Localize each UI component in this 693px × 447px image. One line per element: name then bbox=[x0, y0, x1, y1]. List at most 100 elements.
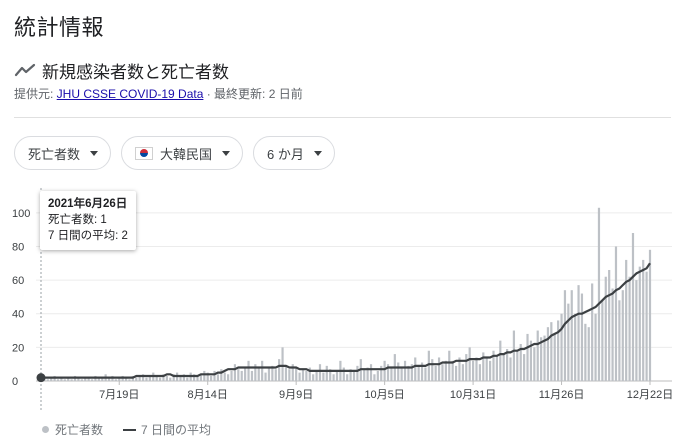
range-dropdown-label: 6 か月 bbox=[267, 146, 304, 162]
y-tick-label: 60 bbox=[12, 275, 24, 287]
deaths-bar bbox=[386, 364, 390, 381]
legend-line-swatch bbox=[123, 428, 137, 431]
deaths-bar bbox=[158, 377, 162, 381]
source-line: 提供元: JHU CSSE COVID-19 Data · 最終更新: 2 日前 bbox=[14, 85, 303, 102]
deaths-bar bbox=[230, 370, 233, 381]
deaths-bar bbox=[162, 374, 165, 381]
deaths-bar bbox=[410, 364, 413, 381]
deaths-bar bbox=[574, 313, 577, 381]
deaths-bar bbox=[46, 379, 49, 381]
deaths-bar bbox=[648, 249, 652, 381]
deaths-bar bbox=[199, 374, 203, 381]
deaths-bar bbox=[584, 323, 587, 381]
deaths-bar bbox=[414, 357, 417, 381]
deaths-bar bbox=[380, 365, 383, 381]
x-tick-label: 10月31日 bbox=[450, 389, 496, 401]
y-tick-label: 0 bbox=[12, 376, 18, 388]
deaths-chart[interactable]: 0 20 40 60 80 100 7月19日 8月14日 9月9日 10月5日 10月31日 11月… bbox=[0, 180, 693, 410]
y-tick-label: 40 bbox=[12, 309, 24, 321]
deaths-bar bbox=[642, 259, 645, 381]
deaths-bar bbox=[468, 347, 471, 381]
deaths-bar bbox=[352, 370, 356, 381]
country-dropdown-label: 大韓民国 bbox=[160, 146, 213, 162]
deaths-bar bbox=[305, 370, 308, 381]
deaths-bar bbox=[67, 377, 70, 381]
deaths-bar bbox=[390, 367, 393, 381]
x-tick-label: 12月22日 bbox=[627, 389, 673, 401]
deaths-bar bbox=[509, 357, 512, 381]
deaths-bar bbox=[223, 372, 226, 381]
deaths-bar bbox=[342, 367, 345, 381]
x-tick-label: 7月19日 bbox=[99, 389, 139, 401]
deaths-bar bbox=[332, 374, 335, 381]
deaths-bar bbox=[148, 375, 151, 381]
source-link[interactable]: JHU CSSE COVID-19 Data bbox=[56, 87, 204, 101]
trend-line-icon bbox=[14, 63, 36, 77]
deaths-bar bbox=[485, 357, 488, 381]
legend-line-label: 7 日間の平均 bbox=[141, 423, 212, 437]
caret-down-icon bbox=[313, 150, 322, 156]
deaths-bar bbox=[400, 367, 403, 381]
deaths-bar bbox=[237, 369, 240, 381]
south-korea-flag-icon bbox=[135, 146, 154, 160]
deaths-bar bbox=[563, 290, 567, 381]
deaths-bar bbox=[186, 377, 189, 381]
deaths-bar bbox=[155, 375, 158, 381]
deaths-bar bbox=[274, 369, 277, 381]
divider bbox=[14, 117, 671, 118]
deaths-bar bbox=[244, 367, 247, 381]
deaths-bar bbox=[471, 360, 475, 381]
deaths-bar bbox=[567, 303, 570, 381]
deaths-bar bbox=[533, 347, 536, 381]
deaths-bar bbox=[376, 370, 379, 381]
deaths-bar bbox=[247, 360, 250, 381]
deaths-bar bbox=[560, 313, 563, 381]
deaths-bar bbox=[165, 375, 168, 381]
y-tick-label: 80 bbox=[12, 241, 24, 253]
deaths-bar bbox=[271, 365, 274, 381]
deaths-bar bbox=[635, 280, 638, 381]
deaths-bar bbox=[611, 288, 614, 381]
deaths-bar bbox=[288, 369, 291, 381]
deaths-bar bbox=[329, 369, 332, 381]
deaths-bar bbox=[203, 370, 206, 381]
deaths-bar bbox=[451, 360, 454, 381]
range-dropdown[interactable]: 6 か月 bbox=[253, 136, 335, 170]
deaths-bar bbox=[169, 377, 172, 381]
deaths-bar bbox=[495, 355, 498, 381]
y-tick-label: 100 bbox=[12, 208, 30, 220]
deaths-bar bbox=[101, 377, 104, 381]
tooltip-date: 2021年6月26日 bbox=[48, 198, 128, 210]
deaths-bar bbox=[250, 370, 254, 381]
deaths-bar bbox=[220, 369, 223, 381]
deaths-bar bbox=[291, 364, 294, 381]
deaths-bar bbox=[295, 367, 298, 381]
metric-dropdown[interactable]: 死亡者数 bbox=[14, 136, 112, 170]
tooltip-average: 7 日間の平均: 2 bbox=[48, 230, 128, 242]
chart-tooltip: 2021年6月26日 死亡者数: 1 7 日間の平均: 2 bbox=[40, 191, 136, 250]
deaths-bar bbox=[315, 370, 318, 381]
deaths-bar bbox=[254, 364, 257, 381]
x-tick-label: 11月26日 bbox=[539, 389, 585, 401]
deaths-bar bbox=[301, 369, 305, 381]
deaths-bar bbox=[427, 350, 430, 381]
deaths-bar bbox=[363, 369, 366, 381]
deaths-bar bbox=[618, 300, 621, 381]
deaths-bar bbox=[80, 379, 83, 381]
deaths-bar bbox=[312, 374, 315, 381]
country-dropdown[interactable]: 大韓民国 bbox=[121, 136, 244, 170]
deaths-bar bbox=[614, 246, 618, 381]
deaths-bar bbox=[60, 377, 63, 381]
deaths-bar bbox=[322, 372, 325, 381]
deaths-bar bbox=[577, 285, 580, 381]
caret-down-icon bbox=[90, 150, 99, 156]
x-tick-label: 8月14日 bbox=[188, 389, 228, 401]
deaths-bar bbox=[557, 320, 560, 381]
deaths-bar bbox=[604, 276, 607, 381]
deaths-bar bbox=[591, 283, 594, 381]
source-prefix: 提供元: bbox=[14, 87, 57, 101]
y-tick-label: 20 bbox=[12, 342, 24, 354]
deaths-bar bbox=[107, 377, 111, 381]
deaths-bar bbox=[546, 327, 550, 381]
filter-bar: 死亡者数 大韓民国 6 か月 bbox=[14, 136, 345, 170]
